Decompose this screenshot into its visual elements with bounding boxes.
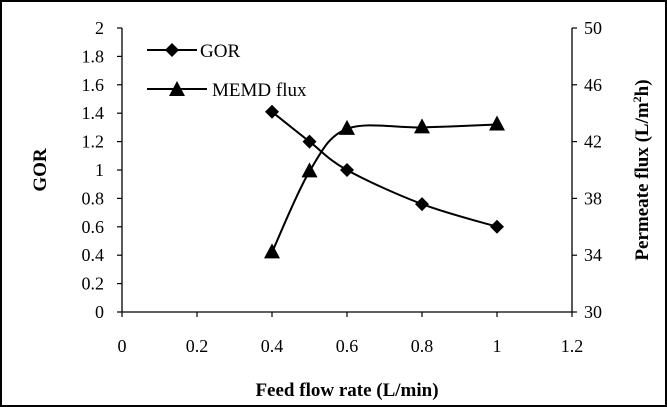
gor-series-line [271,110,498,228]
legend-marker-gor-diamond-icon [165,43,179,57]
gor-data-point [490,219,504,234]
y-tick-label: 0.8 [82,188,105,208]
legend: GOR MEMD flux [147,41,307,101]
y-tick-label: 1.6 [82,75,105,95]
x-tick-label: 0.2 [186,336,209,356]
y2-tick-label: 46 [584,75,602,95]
x-axis-ticks: 0 0.2 0.4 0.6 0.8 1 1.2 [118,312,584,356]
y-tick-label: 0.2 [82,274,105,294]
y-tick-label: 0.6 [82,217,105,237]
gor-data-point [265,104,279,119]
legend-label-gor: GOR [200,41,240,62]
y-tick-label: 0.4 [82,245,105,265]
x-tick-label: 0.4 [261,336,284,356]
right-axis-title-main: Permeate flux (L/m [632,102,653,260]
y-tick-label: 1.4 [82,103,105,123]
gor-data-point [415,197,429,212]
left-axis-ticks: 0 0.2 0.4 0.6 0.8 1 1.2 1.4 1.6 1.8 2 [82,18,122,322]
right-axis-title-end: h) [632,79,653,96]
x-tick-label: 0.8 [411,336,434,356]
y2-tick-label: 42 [584,132,602,152]
x-tick-label: 1.2 [561,336,584,356]
y-tick-label: 1 [95,160,104,180]
right-axis-ticks: 30 34 38 42 46 50 [572,18,602,322]
memd-flux-data-point [414,118,430,134]
y-tick-label: 0 [95,302,104,322]
right-axis-title-sup: 2 [630,96,644,102]
left-axis-title: GOR [30,148,51,192]
memd-flux-data-point [489,115,505,131]
y2-tick-label: 50 [584,18,602,38]
y2-tick-label: 30 [584,302,602,322]
y-tick-label: 2 [95,18,104,38]
x-axis-title: Feed flow rate (L/min) [255,380,438,401]
gor-data-point [340,163,354,177]
x-tick-label: 1 [493,336,502,356]
x-tick-label: 0.6 [336,336,359,356]
series-layer [264,104,505,259]
memd-flux-data-point [339,119,355,135]
memd-flux-data-point [264,243,280,259]
y2-tick-label: 34 [584,245,602,265]
y2-tick-label: 38 [584,188,602,208]
legend-label-memd-flux: MEMD flux [212,80,307,101]
y-tick-label: 1.8 [82,46,105,66]
x-tick-label: 0 [118,336,127,356]
right-axis-title: Permeate flux (L/m2h) [630,79,653,260]
memd-flux-data-point [301,162,318,178]
y-tick-label: 1.2 [82,132,105,152]
legend-marker-memd-triangle-icon [169,81,185,96]
gor-data-point [302,134,317,149]
